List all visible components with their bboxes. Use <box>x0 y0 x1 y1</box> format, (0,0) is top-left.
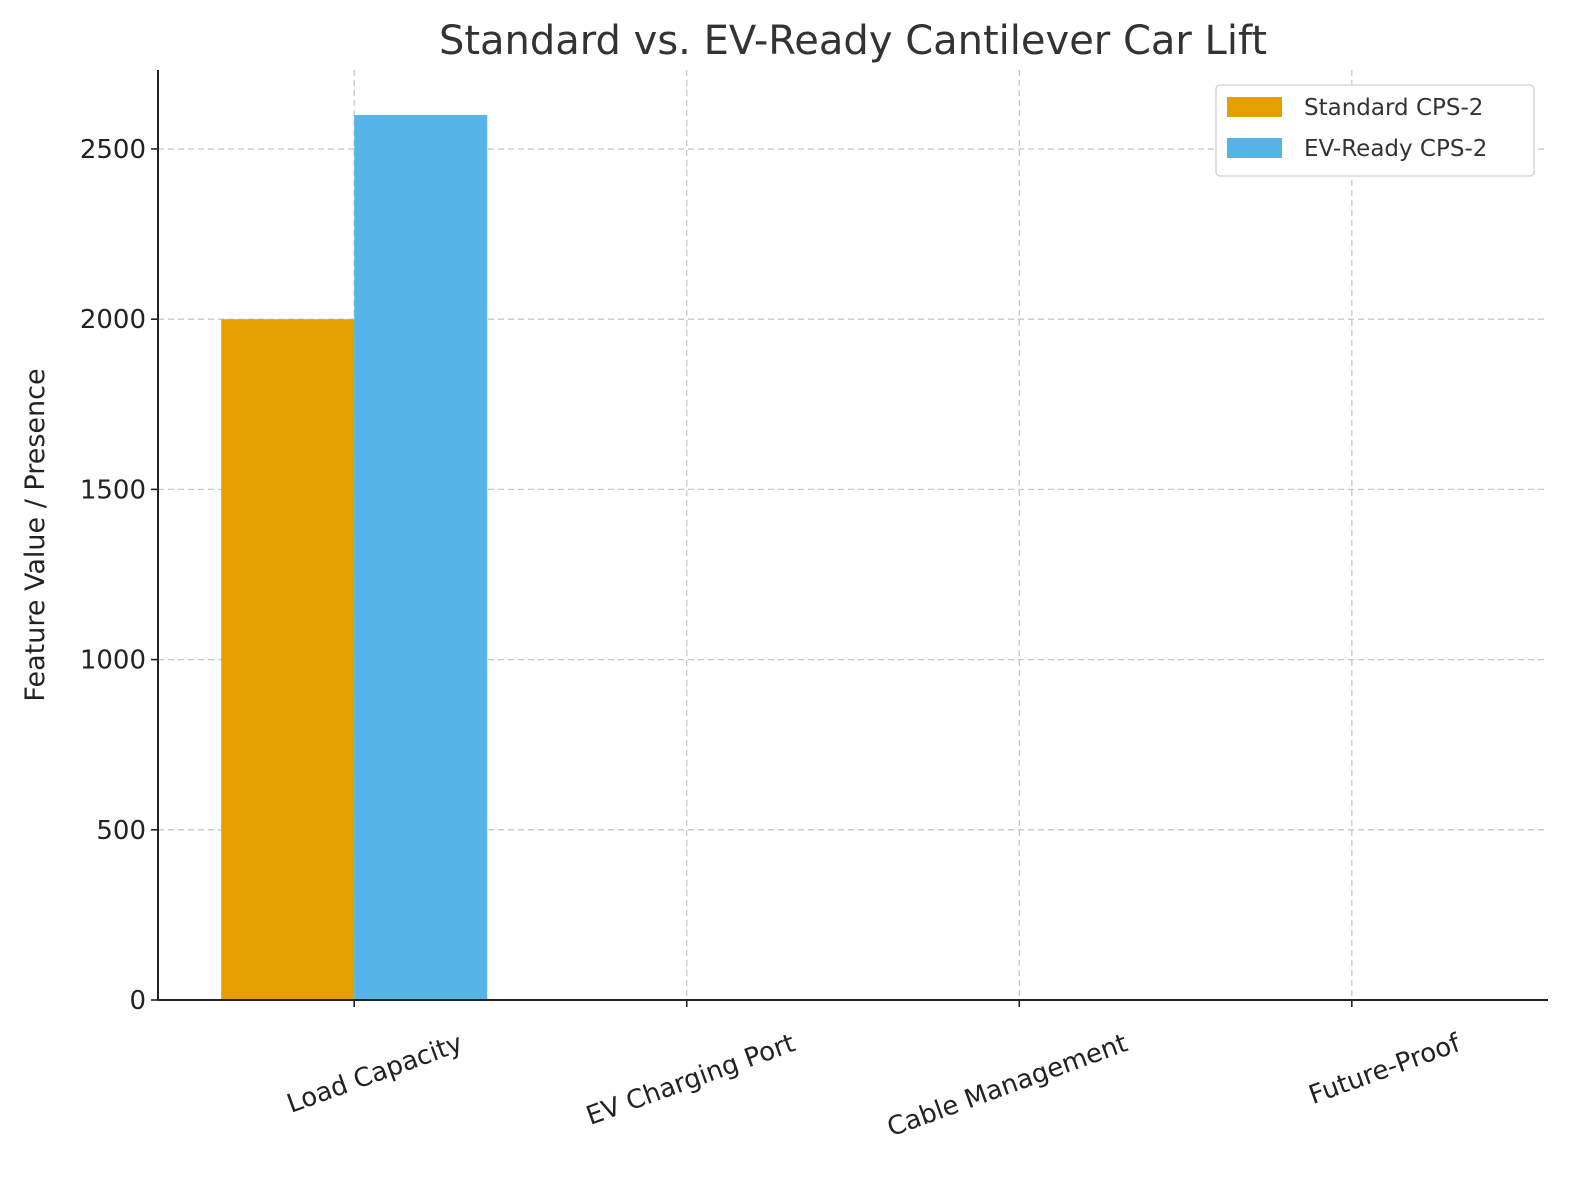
bar-standard <box>221 319 354 1000</box>
x-tick-label: EV Charging Port <box>582 1028 799 1131</box>
x-tick-label: Load Capacity <box>283 1028 466 1119</box>
legend-label: EV-Ready CPS-2 <box>1304 136 1487 162</box>
y-tick-label: 1000 <box>80 646 146 676</box>
y-tick-label: 2000 <box>80 305 146 335</box>
legend-swatch <box>1227 97 1282 117</box>
y-tick-label: 0 <box>129 986 146 1016</box>
y-tick-label: 500 <box>96 816 146 846</box>
x-tick-label: Future-Proof <box>1305 1028 1465 1111</box>
y-tick-label: 1500 <box>80 475 146 505</box>
bar-ev-ready <box>354 115 487 1000</box>
legend-swatch <box>1227 138 1282 158</box>
legend-label: Standard CPS-2 <box>1304 95 1483 121</box>
y-tick-label: 2500 <box>80 135 146 165</box>
x-tick-label: Cable Management <box>883 1028 1131 1143</box>
legend: Standard CPS-2 EV-Ready CPS-2 <box>1216 85 1534 176</box>
chart-title: Standard vs. EV-Ready Cantilever Car Lif… <box>439 18 1267 64</box>
y-axis-label: Feature Value / Presence <box>20 368 51 701</box>
